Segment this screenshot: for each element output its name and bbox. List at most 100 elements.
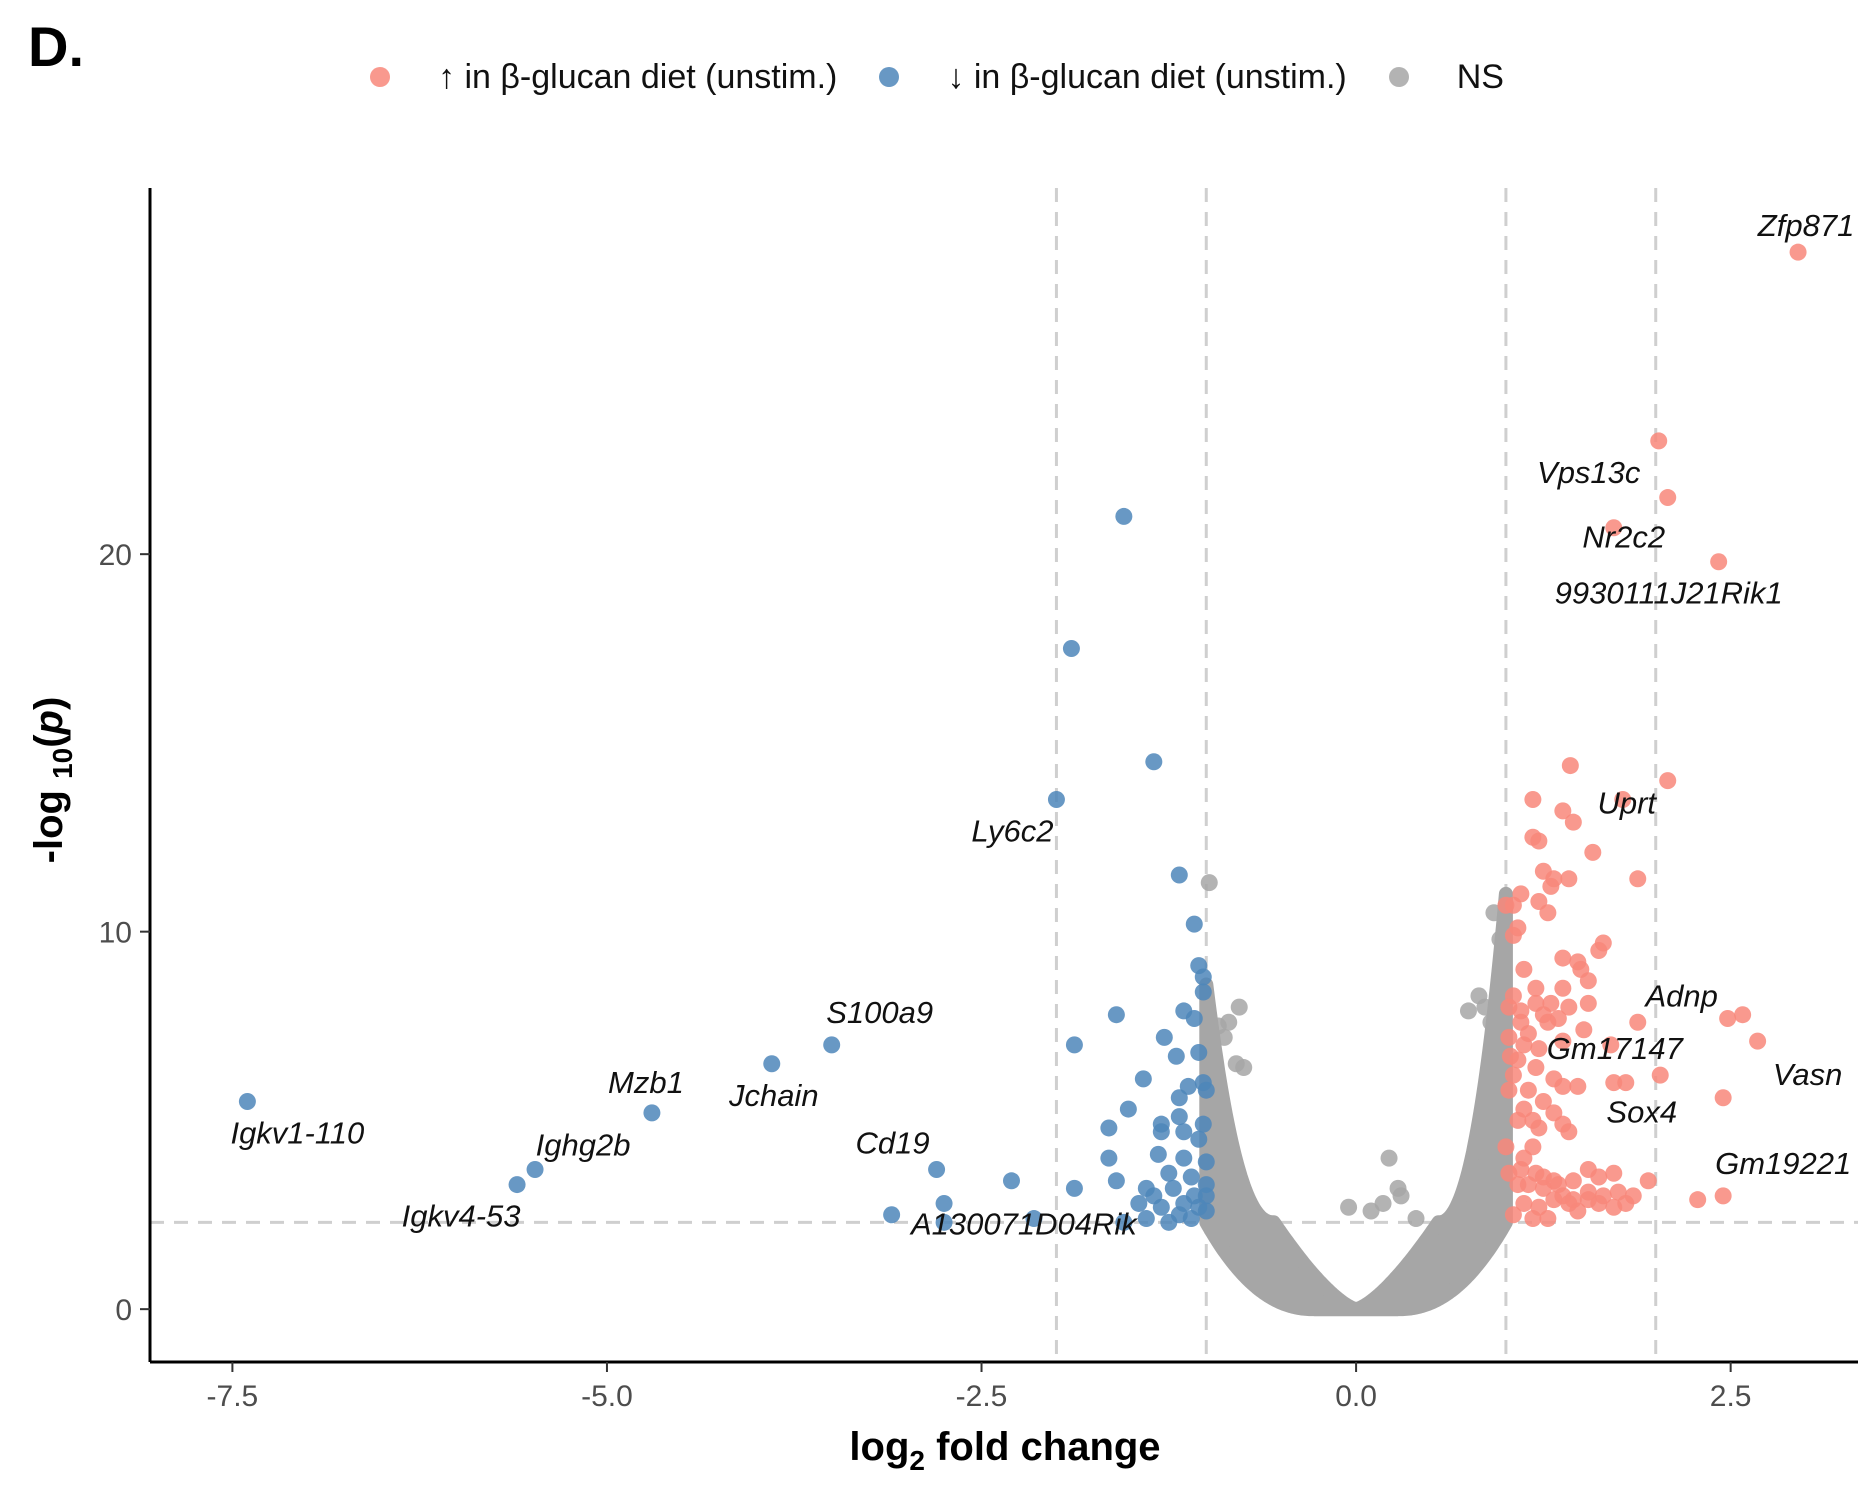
up-point (1539, 904, 1557, 922)
up-point (1650, 432, 1668, 450)
x-tick-label: 0.0 (1335, 1380, 1377, 1413)
up-point (1509, 1111, 1527, 1129)
y-tick-label: 0 (115, 1294, 132, 1327)
up-point (1639, 1172, 1657, 1190)
down-point (763, 1055, 781, 1073)
down-point (1107, 1172, 1125, 1190)
legend-item-down: ↓ in β-glucan diet (unstim.) (879, 57, 1347, 97)
up-point (1560, 1194, 1578, 1212)
up-point (1504, 1066, 1522, 1084)
ns-point (1482, 1013, 1500, 1031)
down-point (1134, 1070, 1152, 1088)
up-point (1575, 1021, 1593, 1039)
down-point (1182, 1210, 1200, 1228)
up-point (1554, 802, 1572, 820)
down-point (1197, 1081, 1215, 1099)
up-point (1501, 1047, 1519, 1065)
down-point (1065, 1179, 1083, 1197)
down-point (1062, 640, 1080, 658)
down-point (1179, 1077, 1197, 1095)
up-point (1545, 1070, 1563, 1088)
up-point (1584, 843, 1602, 861)
up-point (1617, 1074, 1635, 1092)
up-point (1527, 979, 1545, 997)
up-point (1500, 1164, 1518, 1182)
down-point (935, 1213, 953, 1231)
legend-label-down: ↓ in β-glucan diet (unstim.) (947, 57, 1347, 96)
down-point (1115, 1213, 1133, 1231)
ns-point (1476, 998, 1494, 1016)
down-point (1152, 1123, 1170, 1141)
gene-label: Gm19221 (1715, 1146, 1851, 1181)
ns-points (1199, 874, 1513, 1317)
down-point (1194, 1115, 1212, 1133)
down-point (1137, 1210, 1155, 1228)
y-tick-label: 10 (99, 917, 132, 950)
up-point (1504, 896, 1522, 914)
ns-point (1362, 1202, 1380, 1220)
up-point (1549, 1176, 1567, 1194)
ns-point (1340, 1198, 1358, 1216)
down-point (1175, 1149, 1193, 1167)
legend-label-up: ↑ in β-glucan diet (unstim.) (438, 57, 838, 96)
down-point (1160, 1213, 1178, 1231)
gene-label: 9930111J21Rik1 (1555, 576, 1783, 611)
down-point (1115, 507, 1133, 525)
down-point (1175, 1123, 1193, 1141)
up-point (1519, 1081, 1537, 1099)
down-point (1065, 1036, 1083, 1054)
down-point (1197, 1202, 1215, 1220)
up-point (1564, 1172, 1582, 1190)
up-point (1515, 1149, 1533, 1167)
down-point (1194, 968, 1212, 986)
up-point (1534, 1179, 1552, 1197)
ns-point (1491, 930, 1509, 948)
up-point (1564, 813, 1582, 831)
up-point (1534, 1093, 1552, 1111)
up-point (1554, 949, 1572, 967)
x-tick-label: -5.0 (581, 1380, 633, 1413)
x-axis-title: log2 fold change (849, 1425, 1160, 1476)
down-point (1100, 1119, 1118, 1137)
up-point (1530, 1040, 1548, 1058)
up-point (1714, 1187, 1732, 1205)
up-point (1539, 1210, 1557, 1228)
legend-swatch-ns (1388, 67, 1409, 87)
down-point (238, 1093, 256, 1111)
down-point (526, 1160, 544, 1178)
up-point (1714, 1089, 1732, 1107)
ns-point (1380, 1149, 1398, 1167)
x-tick-label: -7.5 (207, 1380, 259, 1413)
up-point (1554, 979, 1572, 997)
up-point (1524, 1138, 1542, 1156)
gene-label: Cd19 (856, 1125, 930, 1160)
gene-label: Ly6c2 (971, 814, 1053, 849)
up-point (1500, 1028, 1518, 1046)
down-point (1170, 1089, 1188, 1107)
gene-label: Igkv4-53 (402, 1199, 521, 1234)
gene-label: S100a9 (826, 995, 933, 1030)
legend-label-ns: NS (1456, 57, 1504, 96)
up-point (1545, 1191, 1563, 1209)
up-point (1560, 998, 1578, 1016)
gene-label: Igkv1-110 (230, 1116, 364, 1151)
up-point (1504, 926, 1522, 944)
up-point (1659, 489, 1677, 507)
down-point (1190, 1043, 1208, 1061)
down-point (1170, 1108, 1188, 1126)
gene-labels: Zfp871 Vps13c Nr2c2 9930111J21Rik1 Uprt Adnp G… (230, 208, 1854, 1241)
up-point (1530, 892, 1548, 910)
up-point (1519, 1176, 1537, 1194)
up-point (1504, 1206, 1522, 1224)
up-point (1545, 1104, 1563, 1122)
gene-label: Uprt (1597, 786, 1657, 821)
up-point (1530, 832, 1548, 850)
down-point (883, 1206, 901, 1224)
up-point (1789, 243, 1807, 261)
panel-label: D. (28, 15, 84, 78)
y-tick-label: 20 (99, 539, 132, 572)
down-point (1190, 1130, 1208, 1148)
up-point (1579, 994, 1597, 1012)
up-point (1500, 1081, 1518, 1099)
